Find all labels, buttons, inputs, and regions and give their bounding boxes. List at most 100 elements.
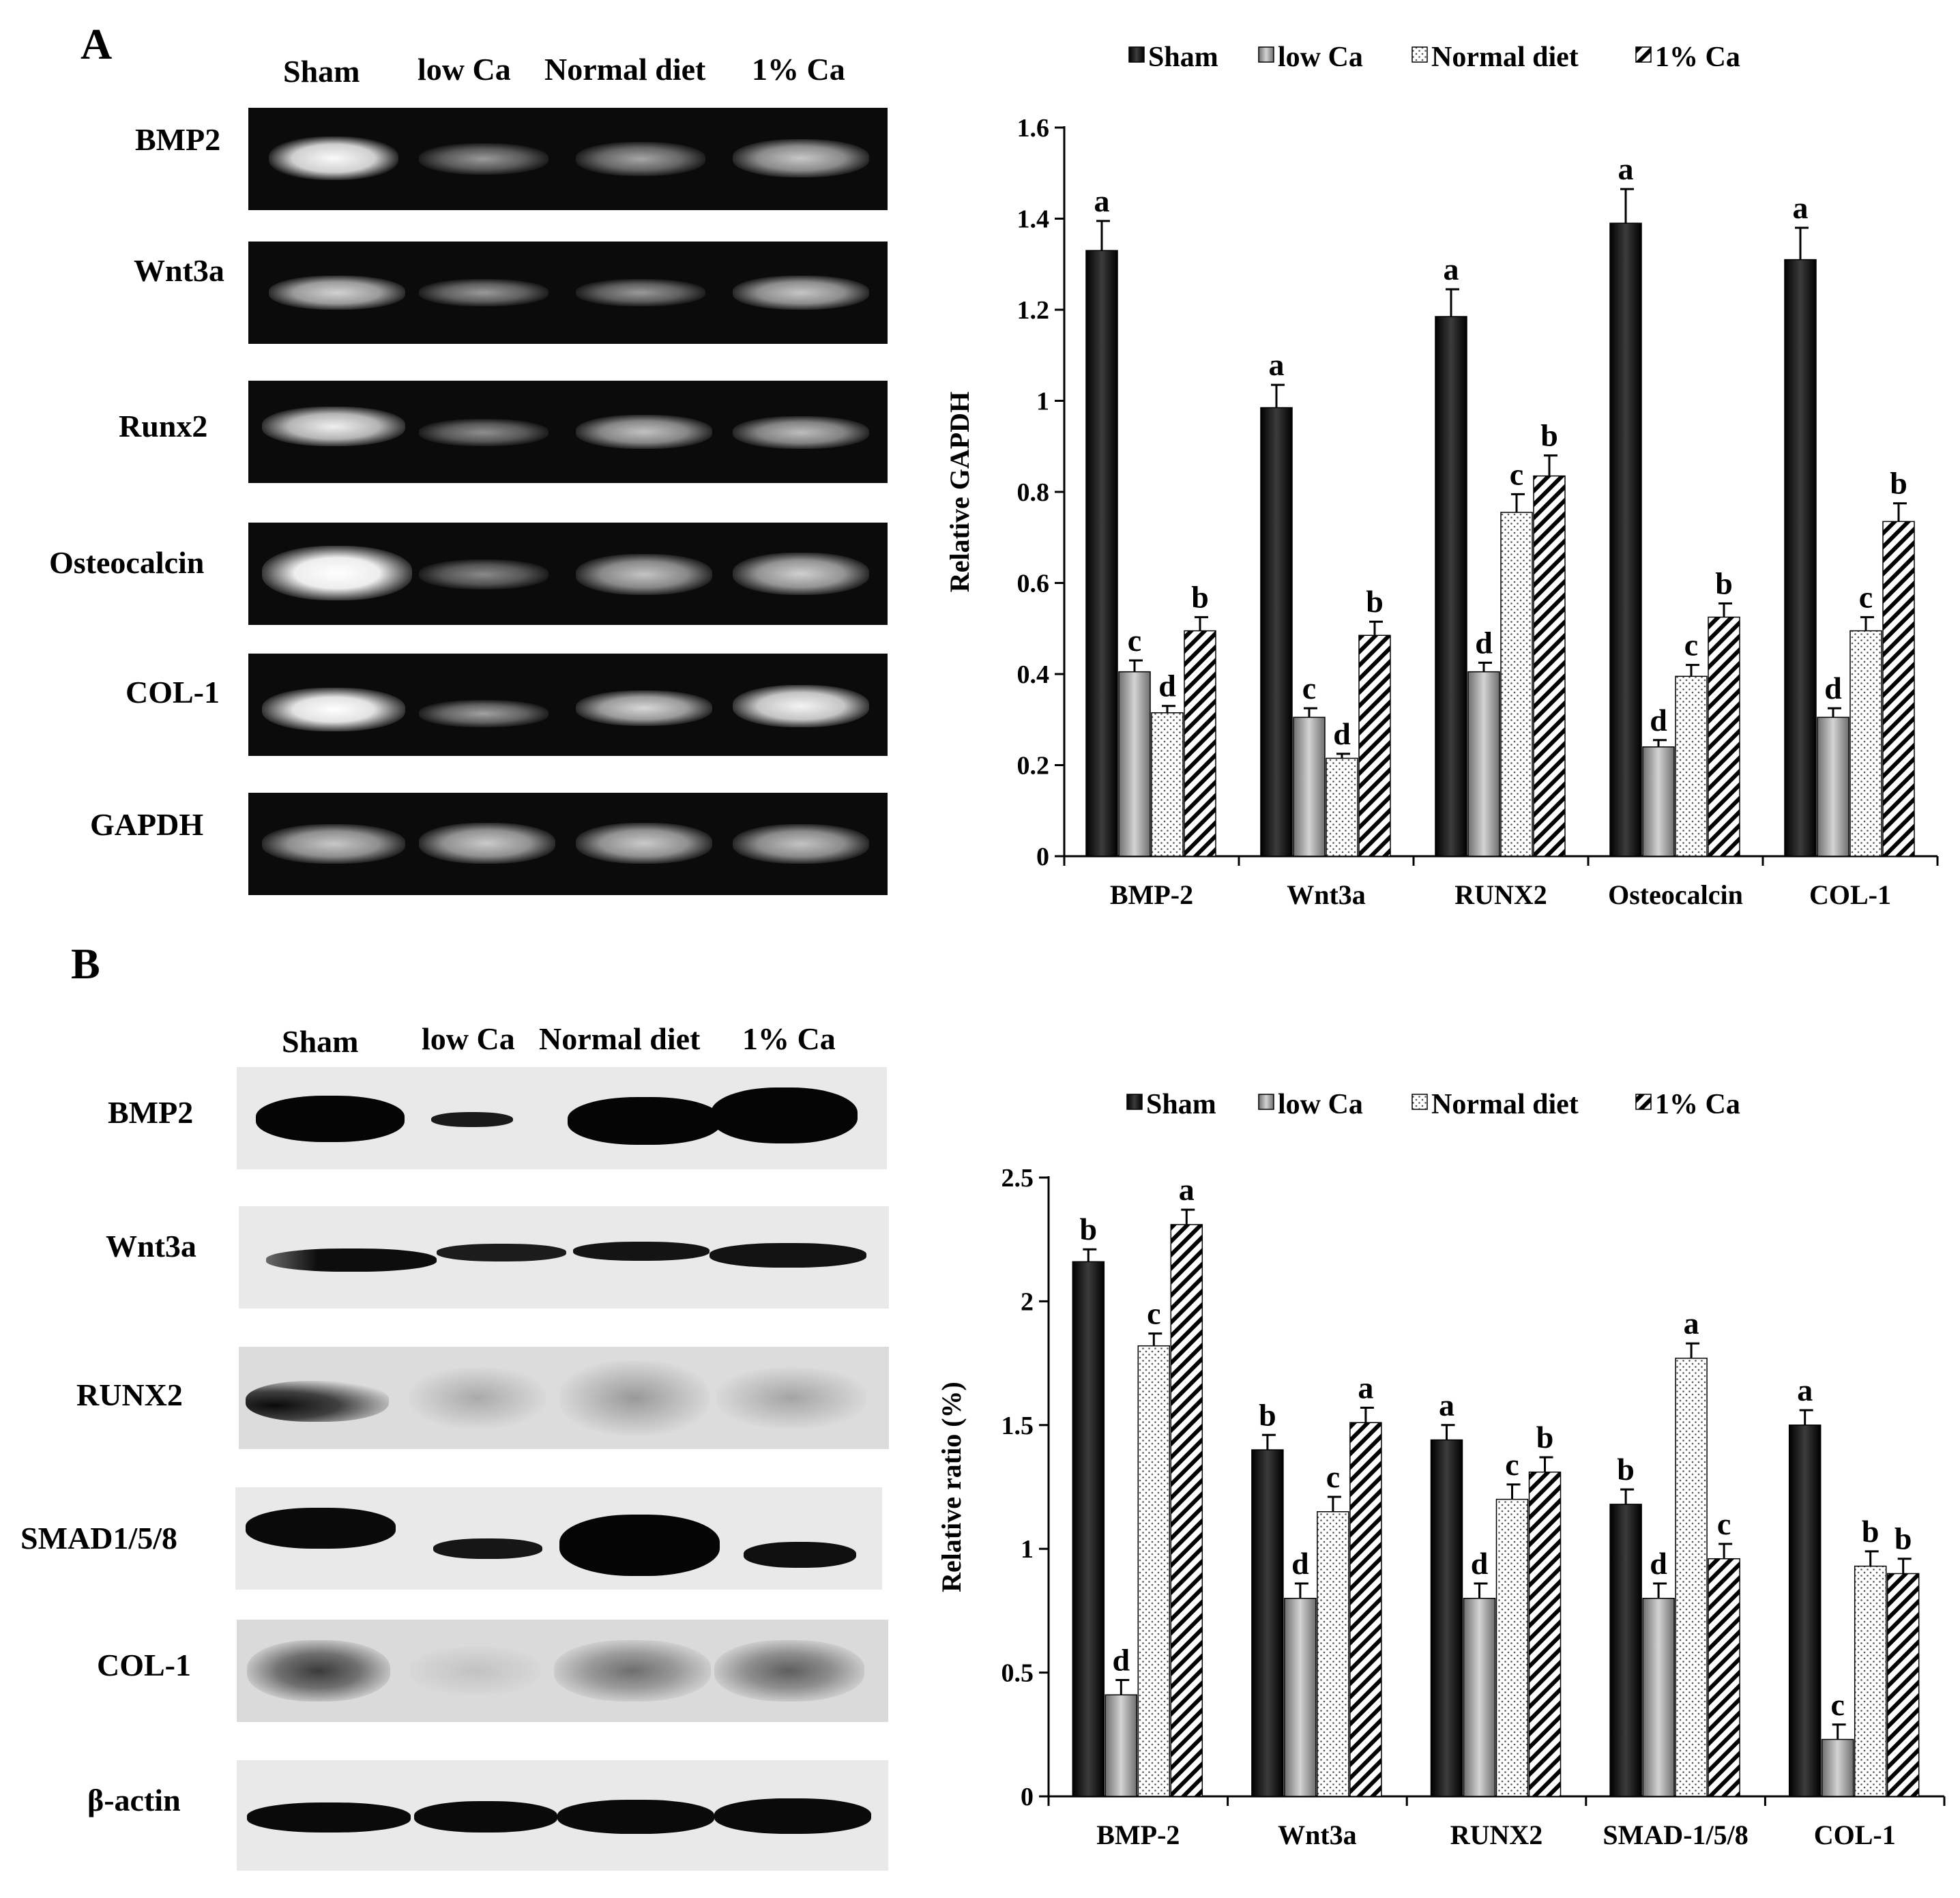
gel-strip-bmp2 — [248, 108, 888, 210]
significance-letter: a — [1684, 1306, 1699, 1341]
x-tick-label: SMAD-1/5/8 — [1603, 1820, 1748, 1850]
legend-label: Sham — [1148, 42, 1218, 73]
gel-strip-gapdh — [248, 793, 888, 895]
significance-letter: b — [1191, 580, 1209, 615]
y-tick-label: 1 — [1036, 388, 1049, 416]
legend-label: low Ca — [1278, 42, 1363, 73]
blot-band — [433, 1538, 542, 1559]
bar — [1184, 630, 1216, 857]
significance-letter: c — [1684, 628, 1698, 662]
blot-band — [573, 1242, 710, 1261]
blot-band — [409, 1367, 546, 1429]
y-axis-label: Relative GAPDH — [944, 392, 975, 592]
gel-band — [419, 143, 548, 175]
significance-letter: d — [1113, 1642, 1130, 1677]
x-tick-label: BMP-2 — [1096, 1820, 1180, 1850]
bar — [1849, 630, 1882, 857]
significance-letter: c — [1859, 580, 1873, 615]
significance-letter: d — [1471, 1546, 1489, 1581]
gel-band — [576, 142, 705, 176]
gel-row-label-runx2: Runx2 — [119, 409, 208, 443]
bar — [1118, 671, 1151, 857]
bar-chart-a: Sham low Ca Normal diet 1% Ca 0 0.2 0.4 0.6 0.8 1… — [944, 42, 1939, 910]
x-tick-label: Wnt3a — [1287, 879, 1366, 910]
blot-lane-sham: Sham — [282, 1024, 359, 1059]
legend-swatch — [1412, 1094, 1428, 1110]
y-tick-label: 1.4 — [1017, 205, 1050, 234]
gel-band — [733, 416, 869, 449]
x-tick-label: RUNX2 — [1454, 879, 1547, 910]
blot-band — [431, 1112, 513, 1127]
bar — [1642, 1598, 1675, 1797]
x-tick-label: COL-1 — [1809, 879, 1891, 910]
bar — [1609, 1504, 1642, 1797]
significance-letter: b — [1366, 584, 1384, 619]
gel-band — [733, 685, 869, 727]
significance-letter: d — [1650, 1546, 1667, 1581]
blot-band — [266, 1249, 437, 1272]
bar — [1675, 1358, 1708, 1797]
gel-band — [262, 688, 405, 731]
gel-row-label-wnt3a: Wnt3a — [134, 253, 224, 288]
blot-band — [246, 1508, 396, 1549]
bar — [1500, 512, 1533, 857]
legend-label: Normal diet — [1431, 42, 1579, 73]
significance-letter: c — [1510, 456, 1523, 491]
bar — [1528, 1471, 1562, 1797]
significance-letter: a — [1618, 151, 1634, 186]
y-tick-label: 0.5 — [1001, 1659, 1034, 1688]
bar — [1430, 1439, 1463, 1797]
legend-swatch — [1258, 1094, 1274, 1110]
gel-band — [419, 559, 548, 589]
y-tick-label: 0.4 — [1017, 660, 1050, 689]
significance-letter: d — [1475, 625, 1493, 660]
gel-row-label-gapdh: GAPDH — [90, 807, 204, 842]
bar — [1609, 222, 1642, 857]
bar — [1251, 1449, 1284, 1797]
gel-strip-runx2 — [248, 381, 888, 483]
legend-label: Sham — [1146, 1089, 1216, 1120]
legend-swatch — [1635, 46, 1652, 63]
blot-strip-col1 — [237, 1620, 888, 1722]
bar — [1260, 407, 1293, 857]
blot-row-label-smad: SMAD1/5/8 — [20, 1521, 177, 1556]
bar — [1821, 1738, 1854, 1797]
significance-letter: d — [1158, 669, 1176, 703]
legend-swatch — [1128, 46, 1145, 63]
gel-band — [262, 546, 412, 600]
significance-letter: a — [1439, 1388, 1454, 1422]
y-tick-label: 1.5 — [1001, 1412, 1034, 1440]
panel-b-letter: B — [71, 939, 100, 988]
significance-letter: d — [1650, 703, 1667, 738]
y-tick-label: 1.2 — [1017, 296, 1050, 325]
blot-band — [557, 1800, 714, 1834]
gel-band — [576, 823, 712, 864]
y-tick-label: 2 — [1021, 1287, 1034, 1316]
significance-letter: c — [1128, 623, 1141, 658]
gel-band — [269, 136, 398, 180]
legend-swatch — [1258, 46, 1274, 63]
x-tick-label: COL-1 — [1814, 1820, 1896, 1850]
x-tick-label: RUNX2 — [1450, 1820, 1543, 1850]
gel-band — [733, 824, 869, 864]
bar — [1072, 1261, 1105, 1797]
y-axis-label: Relative ratio (%) — [936, 1382, 967, 1592]
significance-letter: b — [1890, 466, 1907, 501]
significance-letter: a — [1793, 190, 1809, 225]
bar — [1708, 1558, 1740, 1797]
bar — [1788, 1425, 1822, 1797]
blot-row-label-beta-actin: β-actin — [87, 1783, 181, 1817]
legend-label: low Ca — [1278, 1089, 1363, 1120]
gel-band — [576, 554, 712, 595]
significance-letter: a — [1444, 252, 1459, 287]
bar — [1463, 1598, 1496, 1797]
y-tick-label: 0 — [1021, 1783, 1034, 1811]
blot-band — [437, 1244, 566, 1261]
blot-strip-beta-actin — [237, 1760, 888, 1871]
gel-band — [576, 279, 705, 306]
significance-letter: c — [1302, 671, 1316, 705]
blot-row-label-runx2: RUNX2 — [76, 1377, 183, 1412]
gel-lane-normal-diet: Normal diet — [544, 52, 706, 87]
y-tick-label: 1 — [1021, 1535, 1034, 1564]
legend-label: 1% Ca — [1655, 1089, 1740, 1120]
